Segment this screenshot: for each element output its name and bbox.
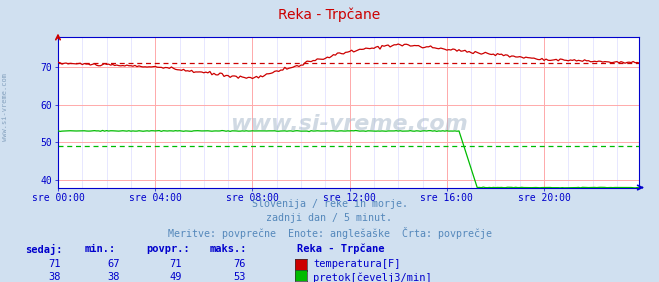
Text: 53: 53 [233,272,245,282]
Text: zadnji dan / 5 minut.: zadnji dan / 5 minut. [266,213,393,223]
Text: 67: 67 [108,259,120,269]
Text: pretok[čevelj3/min]: pretok[čevelj3/min] [313,272,432,282]
Text: 38: 38 [108,272,120,282]
Text: temperatura[F]: temperatura[F] [313,259,401,269]
Text: www.si-vreme.com: www.si-vreme.com [2,73,9,141]
Text: 38: 38 [49,272,61,282]
Text: Reka - Trpčane: Reka - Trpčane [278,7,381,21]
Text: 49: 49 [170,272,182,282]
Text: www.si-vreme.com: www.si-vreme.com [230,114,467,134]
Text: 71: 71 [170,259,182,269]
Text: 76: 76 [233,259,245,269]
Text: Meritve: povprečne  Enote: anglešaške  Črta: povprečje: Meritve: povprečne Enote: anglešaške Črt… [167,227,492,239]
Text: povpr.:: povpr.: [146,244,190,254]
Text: Slovenija / reke in morje.: Slovenija / reke in morje. [252,199,407,209]
Text: maks.:: maks.: [210,244,247,254]
Text: min.:: min.: [84,244,115,254]
Text: 71: 71 [49,259,61,269]
Text: Reka - Trpčane: Reka - Trpčane [297,244,384,254]
Text: sedaj:: sedaj: [25,244,63,255]
